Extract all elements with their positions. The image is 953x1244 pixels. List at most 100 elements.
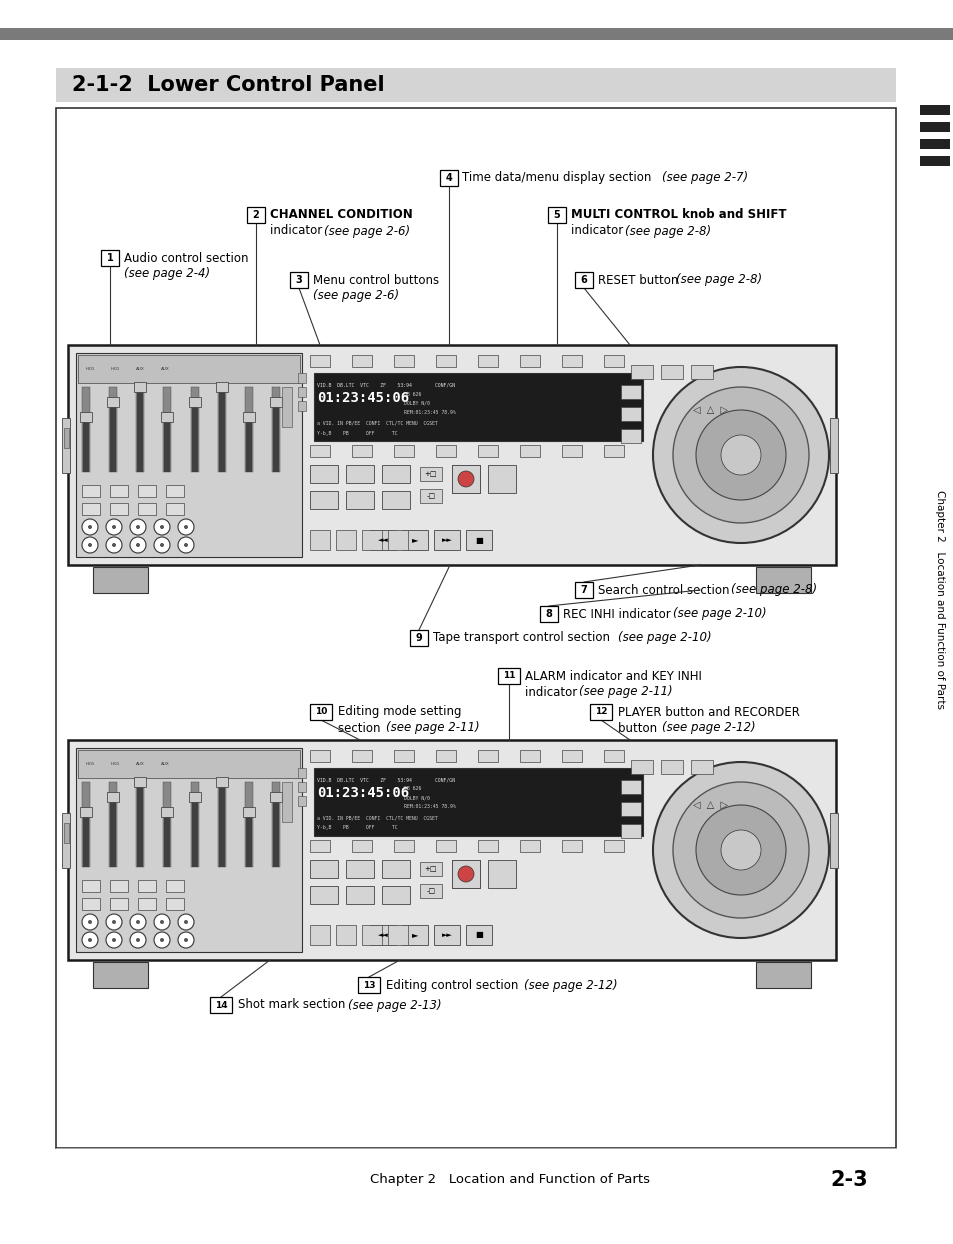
Bar [64, 428, 69, 448]
Text: ◄◄: ◄◄ [377, 537, 388, 542]
Text: RESET button: RESET button [598, 274, 681, 286]
Bar [352, 355, 372, 367]
Circle shape [652, 763, 828, 938]
Circle shape [184, 525, 188, 529]
Bar [138, 503, 156, 515]
Bar [56, 68, 895, 102]
Circle shape [160, 525, 164, 529]
Bar [394, 840, 414, 852]
Text: 7: 7 [580, 585, 587, 595]
Bar [346, 860, 374, 878]
Text: indicator: indicator [270, 224, 326, 238]
Bar [497, 668, 519, 684]
Bar [370, 530, 395, 550]
Bar [246, 812, 252, 867]
Bar [270, 792, 282, 802]
Text: (see page 2-8): (see page 2-8) [624, 224, 710, 238]
Bar [919, 139, 949, 149]
Bar [166, 485, 184, 498]
Circle shape [672, 387, 808, 522]
Bar [620, 802, 640, 816]
Bar [62, 814, 70, 868]
Text: DB 626: DB 626 [403, 786, 421, 791]
Text: -□: -□ [426, 888, 436, 894]
Bar [465, 926, 492, 945]
Bar [630, 364, 652, 379]
Circle shape [88, 542, 91, 547]
Bar [219, 387, 225, 471]
Text: AUX: AUX [160, 367, 170, 371]
Text: 1: 1 [107, 253, 113, 262]
Text: Shot mark section: Shot mark section [237, 999, 349, 1011]
Bar [603, 840, 623, 852]
Bar [381, 465, 410, 483]
Bar [755, 962, 810, 988]
Bar [519, 355, 539, 367]
Bar [0, 29, 953, 40]
Text: ►►: ►► [441, 932, 452, 938]
Bar [107, 792, 119, 802]
Circle shape [112, 938, 116, 942]
Text: (see page 2-11): (see page 2-11) [386, 722, 479, 734]
Bar [297, 768, 306, 778]
Bar [436, 445, 456, 457]
Bar [62, 418, 70, 473]
Bar [419, 466, 441, 481]
Bar [401, 530, 428, 550]
Text: ■: ■ [475, 535, 482, 545]
Bar [245, 782, 253, 867]
Circle shape [153, 537, 170, 554]
Text: REC INHI indicator: REC INHI indicator [562, 607, 674, 621]
Bar [192, 797, 198, 867]
Bar [919, 156, 949, 165]
Text: Tape transport control section: Tape transport control section [433, 632, 613, 644]
Bar [310, 355, 330, 367]
Bar [166, 880, 184, 892]
Bar [452, 860, 479, 888]
Bar [243, 412, 254, 422]
Text: (see page 2-4): (see page 2-4) [124, 267, 210, 280]
Bar [388, 926, 408, 945]
Bar [310, 465, 337, 483]
Bar [755, 567, 810, 593]
Text: 11: 11 [502, 672, 515, 680]
Bar [83, 417, 89, 471]
Circle shape [160, 938, 164, 942]
Bar [436, 750, 456, 763]
Text: DOLBY N/0: DOLBY N/0 [403, 795, 430, 800]
Bar [137, 782, 143, 867]
Text: button: button [618, 722, 660, 734]
Bar [539, 606, 558, 622]
Bar [56, 108, 895, 1148]
Bar [273, 797, 278, 867]
Circle shape [178, 914, 193, 931]
Text: (see page 2-10): (see page 2-10) [672, 607, 766, 621]
Bar [477, 840, 497, 852]
Circle shape [130, 932, 146, 948]
Text: 12: 12 [594, 708, 607, 717]
Bar [314, 373, 642, 442]
Text: 10: 10 [314, 708, 327, 717]
Circle shape [184, 921, 188, 924]
Bar [82, 880, 100, 892]
Circle shape [457, 471, 474, 486]
Bar [164, 417, 170, 471]
Text: VID.B  DB.LTC  VTC    ZF    53:94        CONF/GN: VID.B DB.LTC VTC ZF 53:94 CONF/GN [316, 778, 455, 782]
Bar [394, 355, 414, 367]
Bar [419, 489, 441, 503]
Bar [346, 491, 374, 509]
Text: -□: -□ [426, 493, 436, 499]
Bar [829, 418, 837, 473]
Text: 14: 14 [214, 1000, 227, 1009]
Bar [919, 122, 949, 132]
Text: a VID. IN PB/EE  CONFI  CTL/TC MENU  CGSET: a VID. IN PB/EE CONFI CTL/TC MENU CGSET [316, 420, 437, 425]
Text: Menu control buttons: Menu control buttons [313, 274, 438, 286]
Bar [137, 387, 143, 471]
Bar [164, 812, 170, 867]
Text: REM:01:23:45 78.9%: REM:01:23:45 78.9% [403, 805, 456, 810]
Circle shape [106, 537, 122, 554]
Bar [434, 530, 459, 550]
Text: 01:23:45:06: 01:23:45:06 [316, 786, 409, 800]
Bar [465, 530, 492, 550]
Bar [215, 778, 228, 787]
